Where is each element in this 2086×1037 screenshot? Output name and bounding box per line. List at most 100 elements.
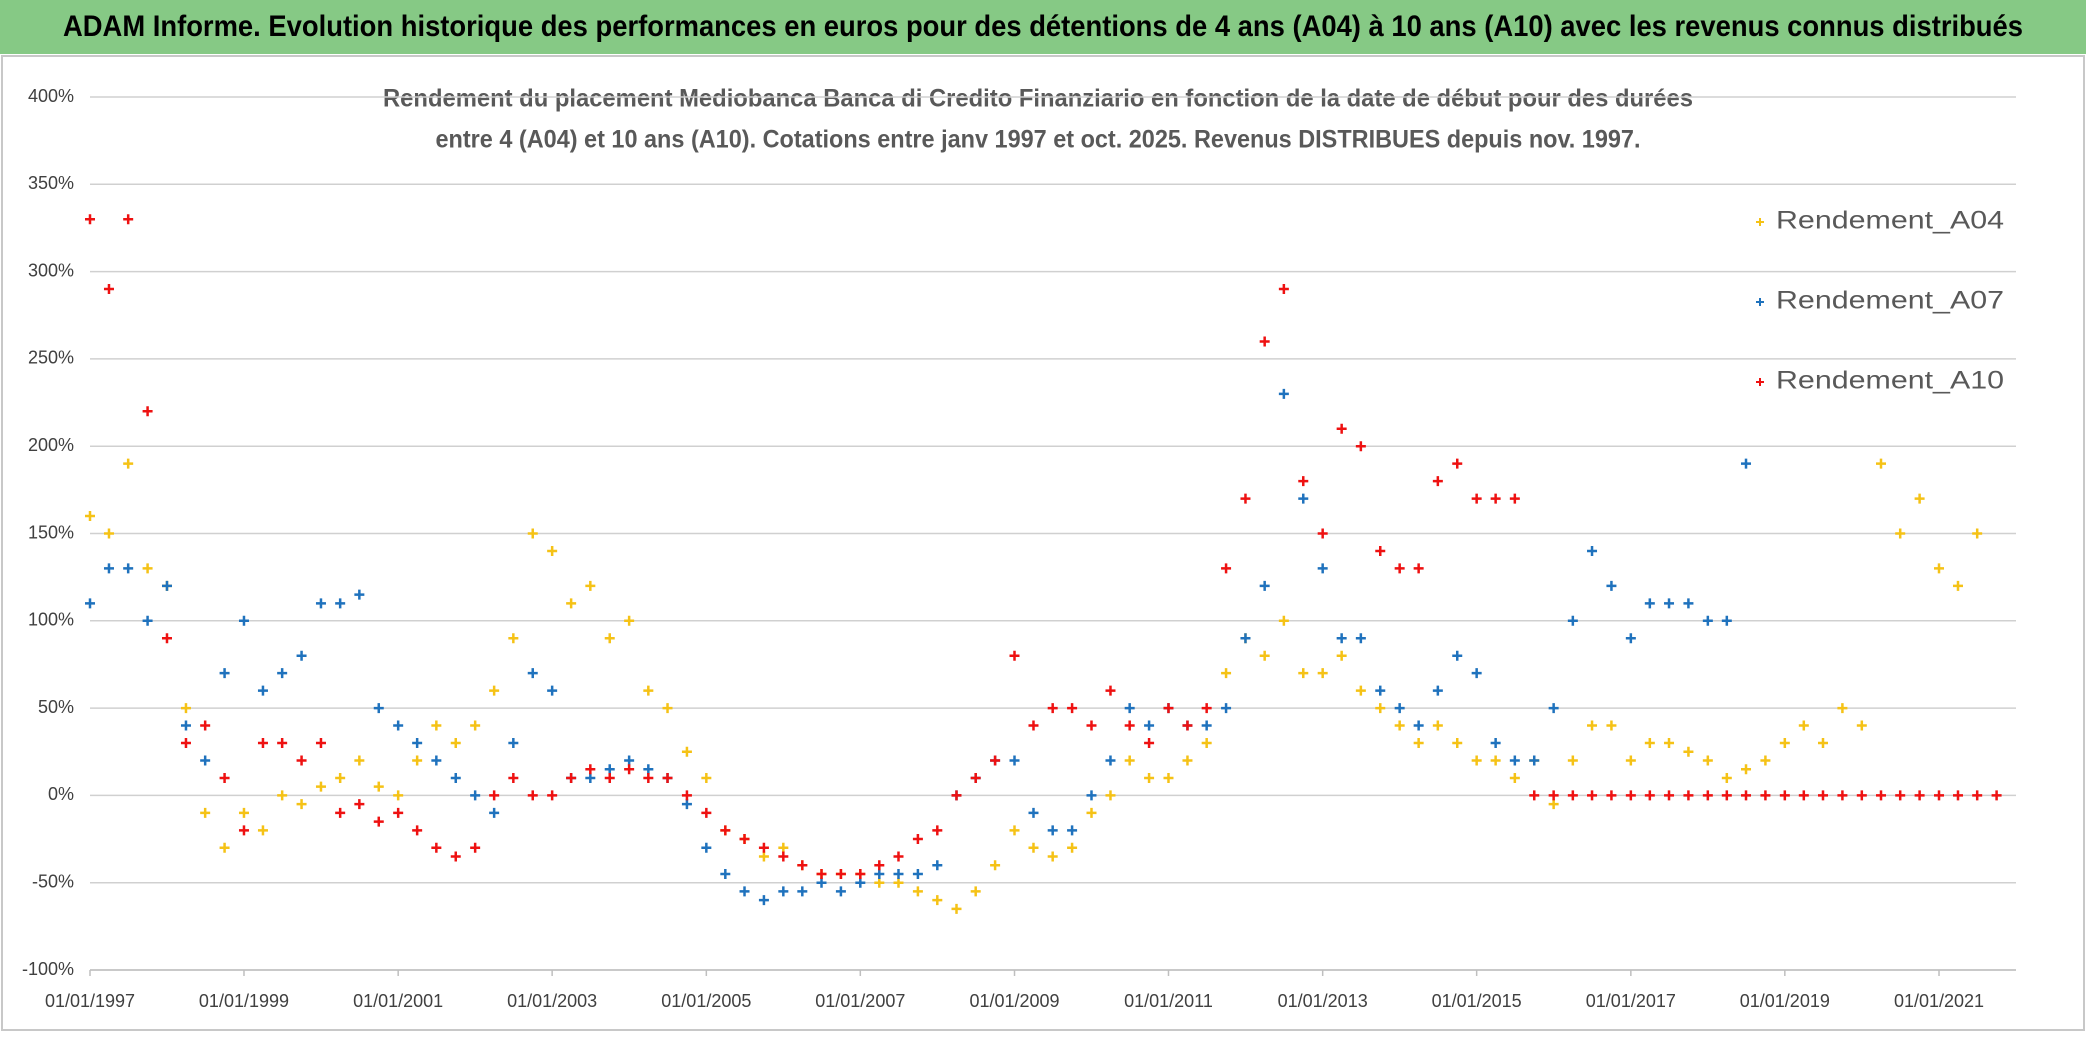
point <box>1798 790 1809 801</box>
point <box>1278 284 1289 295</box>
point <box>373 781 384 792</box>
point <box>219 772 230 783</box>
point <box>1683 746 1694 757</box>
legend-label: Rendement_A10 <box>1776 367 2004 395</box>
point <box>1972 528 1983 539</box>
point <box>1818 790 1828 801</box>
point <box>508 772 519 783</box>
point <box>1375 685 1386 696</box>
point <box>1548 703 1559 714</box>
point <box>1317 528 1328 539</box>
point <box>1721 772 1732 783</box>
point <box>1124 720 1135 731</box>
point <box>1972 790 1983 801</box>
point <box>1721 615 1732 626</box>
point <box>103 284 114 295</box>
point <box>1394 720 1405 731</box>
point <box>1606 790 1617 801</box>
point <box>1876 790 1886 801</box>
point <box>1221 668 1232 679</box>
x-tick-label: 01/01/2007 <box>815 991 905 1011</box>
chart-subtitle: Rendement du placement Mediobanca Banca … <box>383 85 1693 113</box>
point <box>758 842 769 853</box>
point <box>835 868 846 879</box>
point <box>547 790 558 801</box>
point <box>85 214 95 225</box>
point <box>335 807 346 818</box>
point <box>1606 720 1617 731</box>
x-tick-label: 01/01/2011 <box>1124 991 1213 1011</box>
point <box>893 868 904 879</box>
point <box>1760 790 1771 801</box>
point <box>1895 790 1906 801</box>
point <box>315 598 326 609</box>
point <box>932 895 943 906</box>
point <box>912 868 923 879</box>
point <box>1144 738 1155 749</box>
point <box>527 668 538 679</box>
point <box>123 458 134 469</box>
point <box>1548 799 1559 810</box>
point <box>508 738 519 749</box>
point <box>797 860 808 871</box>
point <box>200 720 211 731</box>
x-tick-label: 01/01/2015 <box>1432 991 1522 1011</box>
y-tick-label: 0% <box>48 784 74 804</box>
point <box>1741 458 1752 469</box>
point <box>1278 388 1289 399</box>
point <box>720 868 731 879</box>
point <box>296 650 307 661</box>
point <box>1009 755 1020 766</box>
point <box>1201 703 1212 714</box>
point <box>393 807 404 818</box>
point <box>1355 685 1366 696</box>
y-tick-label: 350% <box>28 173 74 193</box>
point <box>1355 633 1366 644</box>
point <box>1760 755 1771 766</box>
point <box>431 720 442 731</box>
title-bar <box>0 0 2086 54</box>
point <box>1317 668 1328 679</box>
point <box>277 668 288 679</box>
point <box>1124 703 1135 714</box>
point <box>238 615 249 626</box>
point <box>624 615 635 626</box>
point <box>527 528 538 539</box>
point <box>1625 790 1636 801</box>
point <box>1028 720 1039 731</box>
point <box>1432 476 1443 487</box>
legend-marker <box>1756 298 1764 306</box>
point <box>412 755 423 766</box>
y-tick-label: -50% <box>32 871 74 891</box>
point <box>470 842 481 853</box>
point <box>1067 842 1078 853</box>
point <box>161 633 172 644</box>
point <box>296 755 307 766</box>
point <box>257 825 268 836</box>
point <box>604 764 615 775</box>
point <box>315 781 326 792</box>
point <box>624 755 635 766</box>
point <box>257 738 268 749</box>
point <box>912 886 923 897</box>
point <box>681 799 692 810</box>
point <box>1509 493 1520 504</box>
point <box>1490 755 1501 766</box>
point <box>508 633 519 644</box>
point <box>643 764 654 775</box>
point <box>1221 703 1232 714</box>
point <box>277 790 288 801</box>
point <box>547 545 558 556</box>
point <box>624 764 635 775</box>
point <box>1721 790 1732 801</box>
point <box>1394 563 1405 574</box>
point <box>797 886 808 897</box>
point <box>1664 738 1675 749</box>
point <box>450 851 461 862</box>
point <box>470 720 481 731</box>
point <box>296 799 307 810</box>
point <box>912 834 923 845</box>
point <box>200 755 211 766</box>
point <box>1471 755 1482 766</box>
